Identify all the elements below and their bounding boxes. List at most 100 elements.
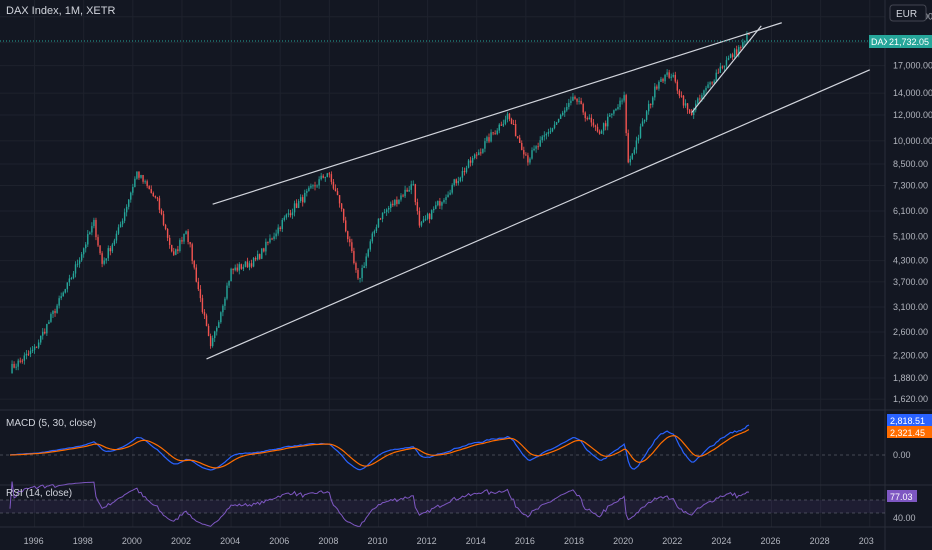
symbol-title[interactable]: DAX Index, 1M, XETR: [6, 5, 115, 17]
candle-body: [369, 241, 371, 250]
rsi-title[interactable]: RSI (14, close): [6, 488, 72, 499]
candle-body: [705, 87, 707, 91]
candle-body: [400, 195, 402, 200]
candle-body: [609, 114, 611, 117]
candle-body: [287, 213, 290, 215]
candle-body: [574, 96, 576, 99]
currency-box[interactable]: [889, 4, 927, 22]
time-tick-label: 2012: [417, 536, 437, 546]
candle-body: [91, 226, 93, 233]
candle-body: [379, 218, 382, 220]
candle-body: [365, 256, 367, 266]
candle-body: [269, 238, 271, 243]
last-price-value: 21,732.05: [889, 37, 929, 47]
candle-body: [676, 81, 679, 91]
candle-body: [662, 78, 664, 82]
candle-body: [89, 232, 91, 235]
candle-body: [406, 189, 408, 192]
time-tick-label: 203: [859, 536, 874, 546]
candle-body: [514, 124, 517, 137]
candle-body: [576, 98, 578, 102]
candle-body: [731, 54, 734, 58]
candle-body: [130, 192, 132, 200]
candle-body: [701, 95, 703, 99]
candle-body: [686, 103, 689, 110]
candle-body: [385, 209, 388, 212]
candle-body: [25, 353, 28, 356]
candle-body: [78, 260, 81, 264]
candle-body: [510, 118, 513, 124]
candle-body: [72, 273, 75, 279]
candle-body: [68, 278, 71, 283]
candle-body: [390, 203, 392, 208]
candle-body: [715, 72, 717, 81]
candle-body: [205, 315, 208, 326]
candle-body: [445, 197, 447, 201]
candle-body: [347, 231, 349, 240]
candle-body: [611, 113, 613, 115]
candle-body: [543, 135, 545, 137]
candle-body: [74, 264, 77, 274]
rsi-band: [0, 500, 885, 513]
price-tick-label: 3,100.00: [893, 302, 928, 312]
candle-body: [633, 149, 636, 154]
candle-body: [312, 185, 314, 187]
candle-body: [396, 199, 398, 204]
ticker-badge-label: DAX: [871, 37, 890, 47]
candle-body: [240, 264, 243, 269]
price-tick-label: 8,500.00: [893, 159, 928, 169]
candle-body: [213, 331, 216, 339]
candle-body: [222, 305, 224, 313]
candle-body: [193, 260, 195, 268]
candle-body: [297, 201, 300, 208]
candle-body: [607, 116, 609, 127]
candle-body: [33, 346, 36, 350]
candle-body: [451, 184, 453, 193]
trendline[interactable]: [691, 25, 762, 114]
candle-body: [488, 137, 490, 142]
time-axis[interactable]: 1996 1998 2000 2002 2004 2006 2008 2010 2012 2014…: [24, 536, 874, 546]
candle-body: [207, 325, 210, 336]
price-tick-label: 7,300.00: [893, 181, 928, 191]
candle-body: [711, 82, 713, 84]
candle-body: [375, 227, 378, 232]
candle-body: [482, 148, 484, 153]
candle-body: [148, 186, 150, 190]
price-tick-label: 17,000.00: [893, 61, 932, 71]
macd-title[interactable]: MACD (5, 30, close): [6, 418, 96, 429]
candle-body: [179, 240, 181, 251]
time-tick-label: 2016: [515, 536, 535, 546]
price-tick-label: 1,880.00: [893, 373, 928, 383]
price-tick-label: 3,700.00: [893, 277, 928, 287]
trendlines[interactable]: [206, 22, 871, 360]
candle-body: [641, 121, 644, 127]
candle-body: [334, 188, 337, 192]
candle-body: [119, 224, 122, 228]
candle-body: [283, 217, 286, 220]
candle-body: [476, 154, 478, 156]
candle-body: [619, 100, 621, 108]
time-tick-label: 2006: [269, 536, 289, 546]
candle-body: [668, 72, 670, 78]
price-axis[interactable]: 24,000.0020,000.0017,000.0014,000.0012,0…: [893, 12, 932, 404]
price-tick-label: 1,620.00: [893, 394, 928, 404]
candle-body: [109, 248, 112, 252]
candle-body: [643, 119, 646, 122]
trendline[interactable]: [212, 22, 782, 205]
time-tick-label: 2004: [220, 536, 240, 546]
price-tick-label: 6,100.00: [893, 206, 928, 216]
candle-body: [586, 118, 588, 120]
candle-body: [494, 133, 496, 135]
candle-body: [480, 152, 482, 154]
candle-body: [259, 254, 261, 259]
candle-body: [443, 200, 445, 203]
candle-body: [545, 133, 548, 136]
candle-body: [539, 140, 541, 147]
candle-body: [422, 219, 425, 223]
candle-body: [471, 157, 474, 163]
candle-body: [187, 231, 189, 242]
candle-body: [181, 240, 183, 242]
candle-body: [123, 212, 126, 221]
trendline[interactable]: [206, 69, 871, 360]
